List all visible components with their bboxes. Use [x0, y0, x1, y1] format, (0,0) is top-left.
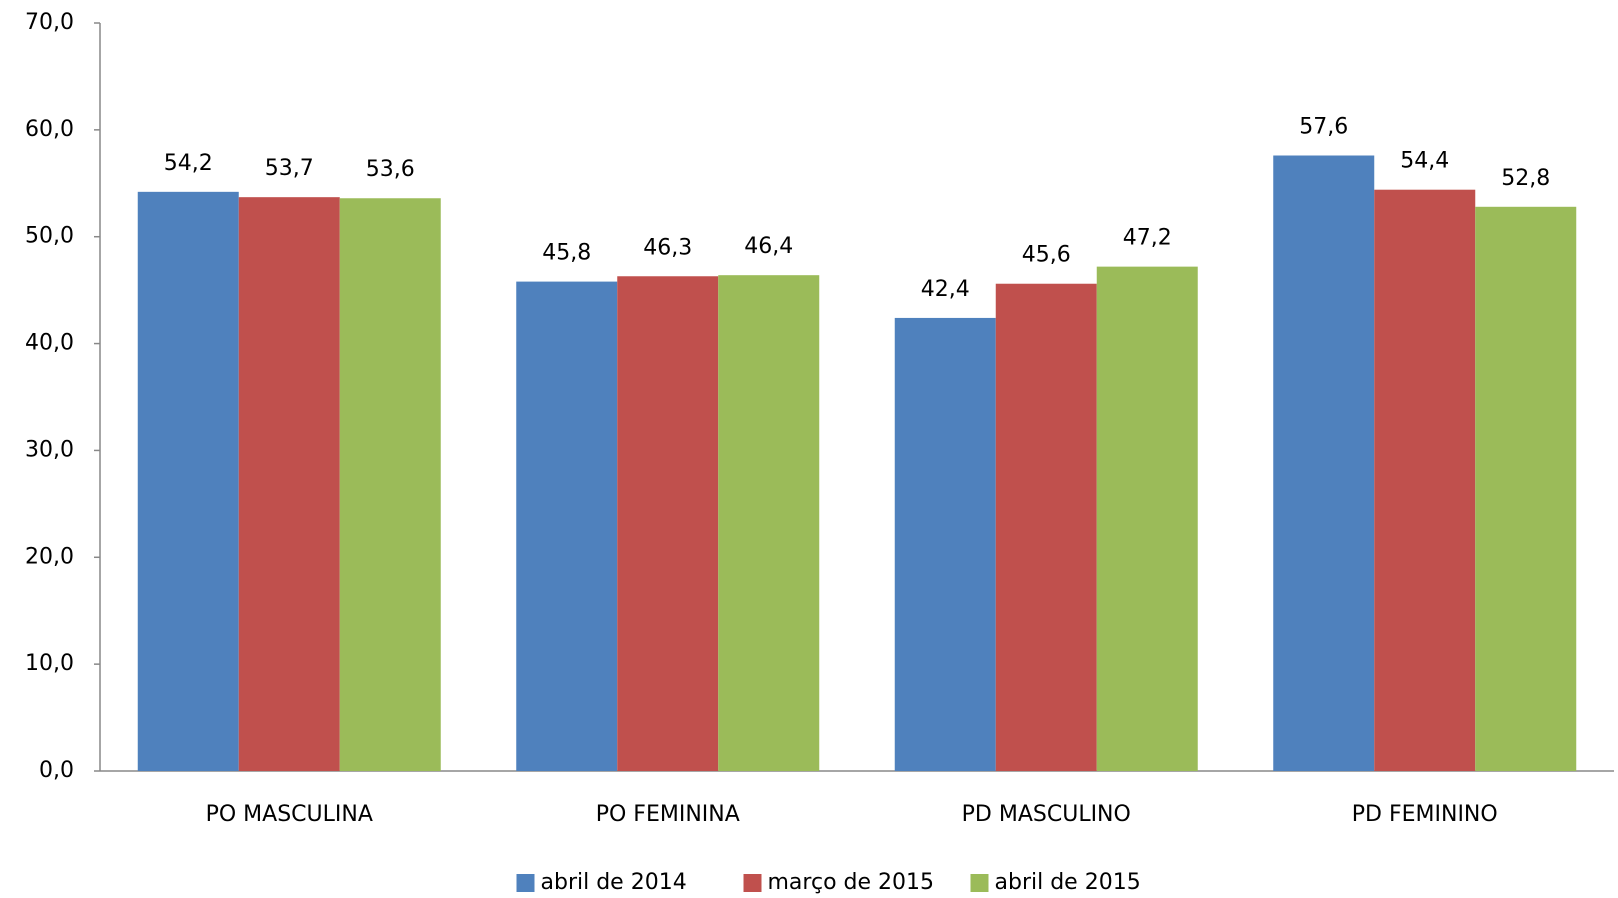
value-label: 53,6	[366, 157, 415, 182]
bar	[516, 281, 618, 771]
y-tick-label: 60,0	[25, 117, 74, 142]
bar	[995, 283, 1097, 771]
value-label: 46,3	[643, 235, 692, 260]
legend-swatch	[743, 874, 762, 892]
bar	[894, 317, 996, 771]
y-tick-label: 0,0	[39, 758, 74, 783]
value-label: 53,7	[265, 156, 314, 181]
legend-label: março de 2015	[768, 870, 935, 895]
x-tick-label: PO FEMININA	[596, 802, 740, 827]
bar	[718, 275, 820, 771]
x-tick-label: PO MASCULINA	[206, 802, 373, 827]
value-label: 54,4	[1400, 149, 1449, 174]
value-label: 45,8	[542, 241, 591, 266]
value-label: 45,6	[1022, 243, 1071, 268]
bar	[1374, 189, 1476, 771]
bar	[238, 197, 340, 772]
bar	[1475, 206, 1577, 771]
x-tick-label: PD MASCULINO	[962, 802, 1131, 827]
y-tick-label: 40,0	[25, 331, 74, 356]
legend-swatch	[516, 874, 535, 892]
value-label: 54,2	[164, 151, 213, 176]
y-tick-label: 30,0	[25, 437, 74, 462]
bar	[339, 198, 441, 771]
x-tick-label: PD FEMININO	[1352, 802, 1498, 827]
y-tick-label: 70,0	[25, 10, 74, 35]
y-tick-label: 20,0	[25, 544, 74, 569]
legend-swatch	[970, 874, 989, 892]
bar	[1096, 266, 1198, 771]
y-tick-label: 10,0	[25, 651, 74, 676]
legend-label: abril de 2015	[995, 870, 1141, 895]
value-label: 42,4	[921, 277, 970, 302]
value-label: 52,8	[1501, 166, 1550, 191]
legend-label: abril de 2014	[541, 870, 687, 895]
bar	[1273, 155, 1375, 771]
bar	[137, 191, 239, 771]
bar	[617, 276, 719, 771]
value-label: 46,4	[744, 234, 793, 259]
y-tick-label: 50,0	[25, 224, 74, 249]
value-label: 57,6	[1299, 115, 1348, 140]
value-label: 47,2	[1123, 226, 1172, 251]
